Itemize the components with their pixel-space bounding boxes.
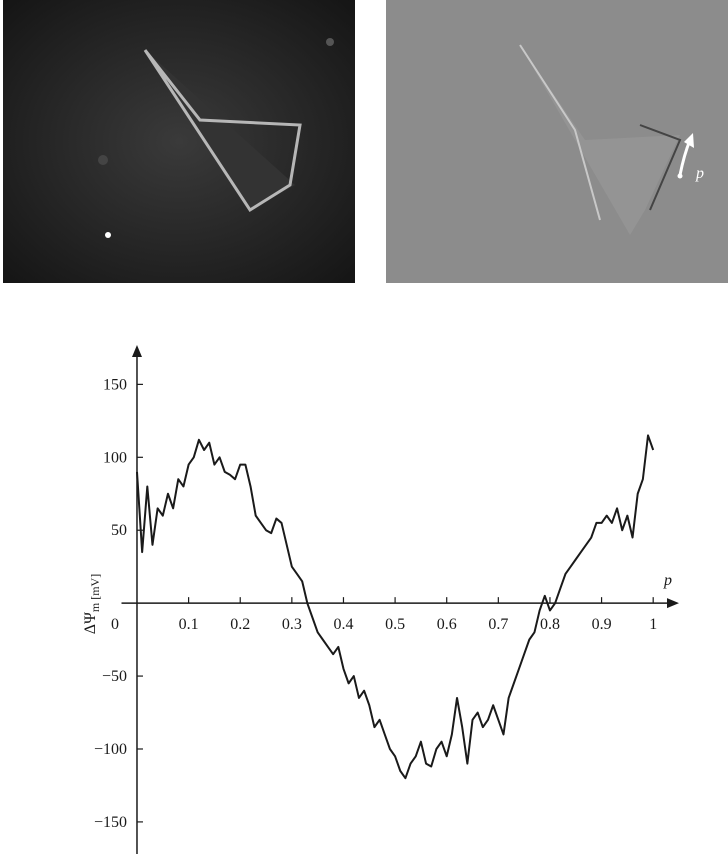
y-tick-label: 100 [103, 449, 127, 466]
fluorescence-image [3, 0, 355, 283]
data-line [135, 434, 655, 780]
x-tick-label: 0.6 [437, 616, 457, 633]
y-tick-label: −50 [102, 668, 127, 685]
arrow-label: p [695, 165, 704, 182]
x-axis-label: p [663, 572, 672, 589]
x-tick-label: 0 [111, 616, 119, 633]
x-tick-label: 0.8 [540, 616, 560, 633]
y-label-main: ΔΨ [82, 612, 99, 634]
y-axis-arrow [131, 345, 142, 357]
y-tick-label: 150 [103, 376, 127, 393]
x-tick-label: 0.3 [282, 616, 302, 633]
x-tick-label: 0.1 [179, 616, 199, 633]
x-tick-label: 1 [649, 616, 657, 633]
contrast-image: p [386, 0, 728, 283]
x-tick-label: 0.5 [385, 616, 405, 633]
y-tick-label: 50 [111, 522, 127, 539]
x-tick-label: 0.4 [333, 616, 353, 633]
y-tick-label: −150 [94, 814, 127, 831]
x-axis-arrow [667, 598, 679, 609]
y-axis-label: ΔΨm [mV] [82, 574, 102, 634]
y-tick-label: −100 [94, 741, 127, 758]
x-tick-label: 0.7 [488, 616, 508, 633]
x-tick-label: 0.2 [230, 616, 250, 633]
x-tick-label: 0.9 [592, 616, 612, 633]
y-label-sub: m [mV] [88, 574, 102, 612]
